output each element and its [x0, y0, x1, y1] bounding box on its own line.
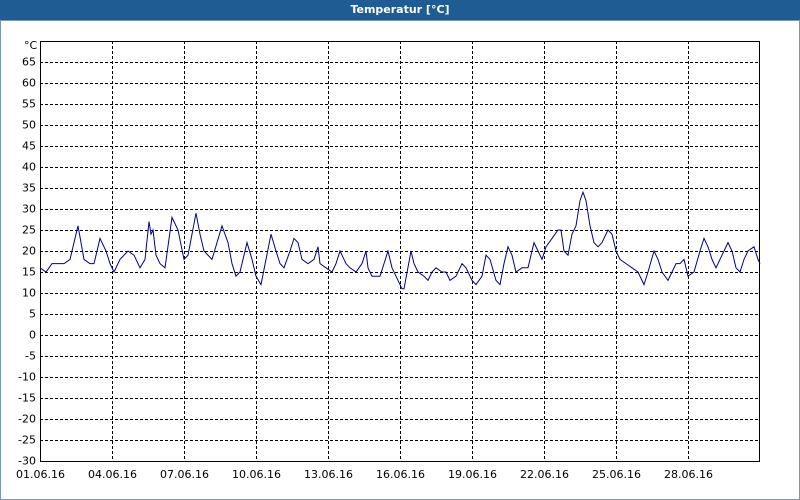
- y-tick-label: 30: [22, 203, 36, 216]
- x-tick-label: 10.06.16: [232, 468, 281, 481]
- y-tick-label: 40: [22, 161, 36, 174]
- y-tick-label: -5: [25, 350, 36, 363]
- x-tick-label: 19.06.16: [448, 468, 497, 481]
- temperature-line: [39, 190, 761, 290]
- y-tick-label: 45: [22, 140, 36, 153]
- x-tick-label: 04.06.16: [88, 468, 137, 481]
- y-tick-label: 65: [22, 56, 36, 69]
- x-tick-label: 07.06.16: [160, 468, 209, 481]
- y-tick-label: 0: [29, 329, 36, 342]
- y-tick-label: -20: [18, 413, 36, 426]
- title-bar: [0, 0, 800, 20]
- y-tick-label: 60: [22, 77, 36, 90]
- y-tick-label: -10: [18, 371, 36, 384]
- y-tick-label: -30: [18, 455, 36, 468]
- x-tick-label: 01.06.16: [16, 468, 65, 481]
- x-tick-label: 25.06.16: [592, 468, 641, 481]
- y-tick-label: 55: [22, 98, 36, 111]
- y-tick-label: 10: [22, 287, 36, 300]
- y-tick-label: 15: [22, 266, 36, 279]
- x-tick-label: 13.06.16: [304, 468, 353, 481]
- y-axis-label: °C: [24, 39, 38, 52]
- y-tick-label: 5: [29, 308, 36, 321]
- y-tick-label: 35: [22, 182, 36, 195]
- plot-border: [40, 41, 760, 462]
- x-tick-label: 22.06.16: [520, 468, 569, 481]
- y-tick-label: -15: [18, 392, 36, 405]
- y-tick-label: 50: [22, 119, 36, 132]
- x-tick-label: 16.06.16: [376, 468, 425, 481]
- y-tick-label: 20: [22, 245, 36, 258]
- y-tick-label: 25: [22, 224, 36, 237]
- x-tick-label: 28.06.16: [664, 468, 713, 481]
- chart-title: Temperatur [°C]: [350, 3, 449, 16]
- y-tick-label: -25: [18, 434, 36, 447]
